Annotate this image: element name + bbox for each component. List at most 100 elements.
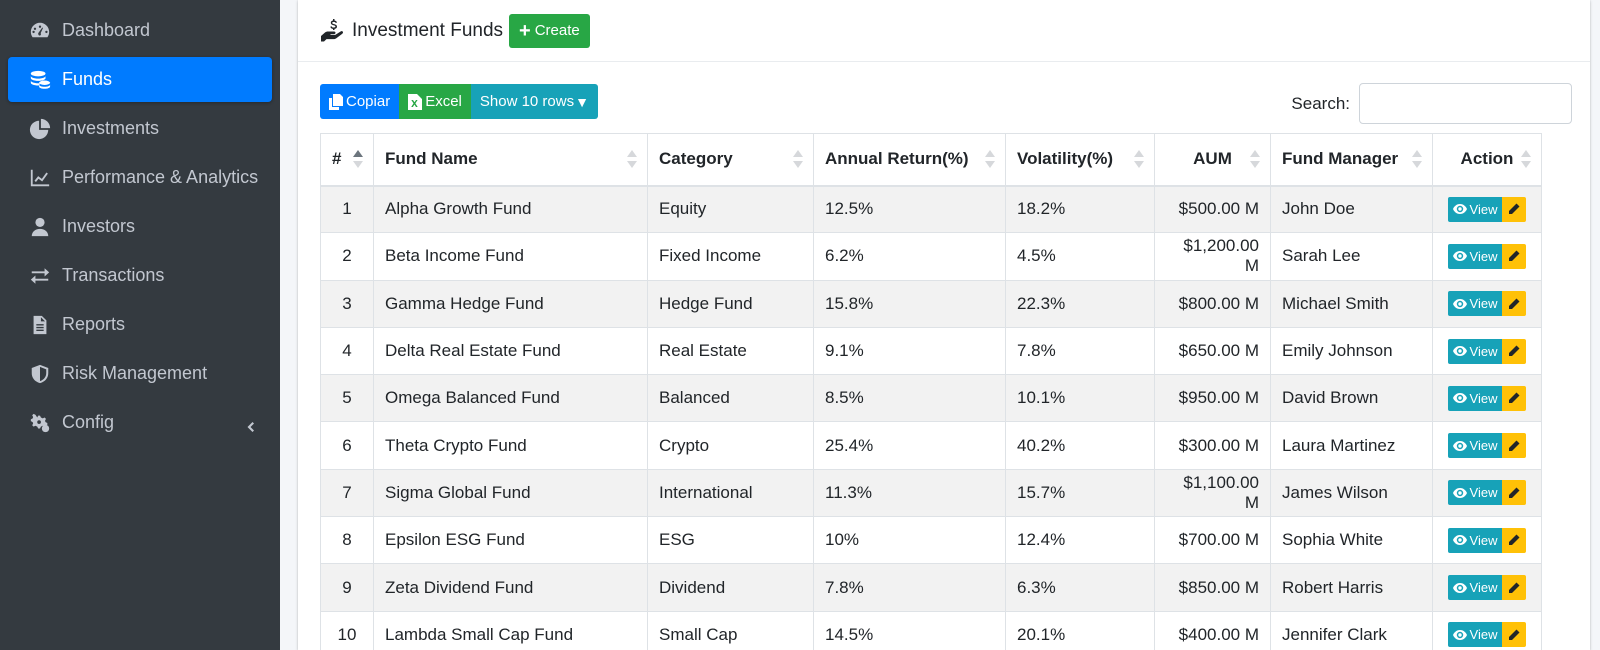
cell-fund-name: Omega Balanced Fund — [373, 374, 648, 423]
cell-fund-manager: Michael Smith — [1270, 279, 1433, 328]
cell-aum: $300.00 M — [1154, 421, 1271, 470]
sidebar-item-risk-management[interactable]: Risk Management — [8, 351, 272, 396]
excel-button[interactable]: Excel — [399, 84, 471, 119]
cell-category: Small Cap — [647, 610, 814, 650]
eye-icon — [1452, 393, 1467, 404]
cell-fund-name: Alpha Growth Fund — [373, 184, 648, 234]
view-button[interactable]: View — [1447, 385, 1503, 411]
cell-annual-return: 9.1% — [813, 326, 1006, 376]
column-header-fund-name[interactable]: Fund Name — [373, 133, 648, 187]
edit-button[interactable] — [1502, 338, 1527, 364]
cell-annual-return: 7.8% — [813, 563, 1006, 612]
edit-button[interactable] — [1502, 385, 1527, 411]
user-tie-icon — [28, 215, 52, 239]
copy-button[interactable]: Copiar — [320, 84, 400, 119]
sidebar-item-investors[interactable]: Investors — [8, 204, 272, 249]
sidebar-item-reports[interactable]: Reports — [8, 302, 272, 347]
eye-icon — [1452, 346, 1467, 357]
cell-annual-return: 12.5% — [813, 184, 1006, 234]
view-button-label: View — [1469, 627, 1498, 643]
view-button[interactable]: View — [1447, 527, 1503, 553]
line-chart-icon — [28, 166, 52, 190]
table-toolbar: Copiar Excel Show 10 rows ▼ — [320, 84, 598, 119]
sidebar-item-config[interactable]: Config — [8, 400, 272, 445]
page-title: Investment Funds — [352, 19, 504, 41]
sidebar-item-performance[interactable]: Performance & Analytics — [8, 155, 272, 200]
cell-index: 7 — [320, 468, 374, 518]
column-header-category[interactable]: Category — [647, 133, 814, 187]
excel-button-label: Excel — [425, 93, 462, 110]
view-button[interactable]: View — [1447, 480, 1503, 506]
sidebar-item-dashboard[interactable]: Dashboard — [8, 8, 272, 53]
sort-asc-icon — [353, 150, 363, 169]
sidebar-item-funds[interactable]: Funds — [8, 57, 272, 102]
pencil-icon — [1509, 345, 1520, 357]
cell-category: International — [647, 468, 814, 518]
cell-annual-return: 14.5% — [813, 610, 1006, 650]
funds-card: Investment Funds + Create Copiar Excel S… — [298, 0, 1590, 650]
view-button[interactable]: View — [1447, 243, 1503, 269]
column-header-volatility[interactable]: Volatility(%) — [1005, 133, 1155, 187]
table-header-row: # Fund Name Category Annual Return(%) Vo… — [320, 133, 1542, 187]
view-button[interactable]: View — [1447, 433, 1503, 459]
cell-fund-name: Lambda Small Cap Fund — [373, 610, 648, 650]
search-input[interactable] — [1359, 83, 1572, 124]
column-header-annual-return[interactable]: Annual Return(%) — [813, 133, 1006, 187]
cell-volatility: 15.7% — [1005, 468, 1155, 518]
edit-button[interactable] — [1502, 622, 1527, 648]
view-button[interactable]: View — [1447, 291, 1503, 317]
cell-index: 9 — [320, 563, 374, 612]
tachometer-icon — [28, 19, 52, 43]
table-body: 1 Alpha Growth Fund Equity 12.5% 18.2% $500.0… — [320, 184, 1542, 650]
table-row: 4 Delta Real Estate Fund Real Estate 9.1% 7.… — [320, 326, 1542, 376]
cell-volatility: 6.3% — [1005, 563, 1155, 612]
column-header-action[interactable]: Action — [1432, 133, 1542, 187]
view-button[interactable]: View — [1447, 622, 1503, 648]
funds-table-wrapper: # Fund Name Category Annual Return(%) Vo… — [320, 133, 1542, 650]
view-button-label: View — [1469, 390, 1498, 406]
cell-aum: $500.00 M — [1154, 184, 1271, 234]
file-alt-icon — [28, 313, 52, 337]
edit-button[interactable] — [1502, 243, 1527, 269]
row-actions: View — [1444, 196, 1530, 222]
column-header-aum[interactable]: AUM — [1154, 133, 1271, 187]
edit-button[interactable] — [1502, 433, 1527, 459]
cell-category: Real Estate — [647, 326, 814, 376]
sidebar-item-transactions[interactable]: Transactions — [8, 253, 272, 298]
view-button[interactable]: View — [1447, 338, 1503, 364]
create-button[interactable]: + Create — [509, 13, 590, 48]
card-header: Investment Funds + Create — [298, 0, 1590, 62]
column-header-index[interactable]: # — [320, 133, 374, 187]
view-button-label: View — [1469, 248, 1498, 264]
sidebar-item-label: Dashboard — [62, 20, 151, 40]
edit-button[interactable] — [1502, 196, 1527, 222]
cell-action: View — [1432, 516, 1542, 565]
cell-fund-name: Zeta Dividend Fund — [373, 563, 648, 612]
view-button[interactable]: View — [1447, 196, 1503, 222]
eye-icon — [1452, 487, 1467, 498]
cell-fund-manager: Emily Johnson — [1270, 326, 1433, 376]
eye-icon — [1452, 440, 1467, 451]
sidebar-item-label: Investments — [62, 118, 160, 138]
cell-aum: $800.00 M — [1154, 279, 1271, 328]
table-row: 9 Zeta Dividend Fund Dividend 7.8% 6.3% $850.… — [320, 563, 1542, 612]
cell-fund-name: Epsilon ESG Fund — [373, 516, 648, 565]
edit-button[interactable] — [1502, 291, 1527, 317]
cell-index: 2 — [320, 232, 374, 281]
sort-icon — [985, 150, 995, 169]
row-actions: View — [1444, 622, 1530, 648]
sidebar-item-investments[interactable]: Investments — [8, 106, 272, 151]
cell-aum: $1,200.00 M — [1154, 232, 1271, 281]
row-actions: View — [1444, 433, 1530, 459]
edit-button[interactable] — [1502, 527, 1527, 553]
table-row: 10 Lambda Small Cap Fund Small Cap 14.5% 20.… — [320, 610, 1542, 650]
edit-button[interactable] — [1502, 480, 1527, 506]
eye-icon — [1452, 251, 1467, 262]
cell-category: Fixed Income — [647, 232, 814, 281]
hand-holding-usd-icon — [320, 18, 346, 44]
edit-button[interactable] — [1502, 575, 1527, 601]
page-length-button[interactable]: Show 10 rows ▼ — [470, 84, 598, 119]
view-button[interactable]: View — [1447, 575, 1503, 601]
cell-action: View — [1432, 279, 1542, 328]
column-header-fund-manager[interactable]: Fund Manager — [1270, 133, 1433, 187]
